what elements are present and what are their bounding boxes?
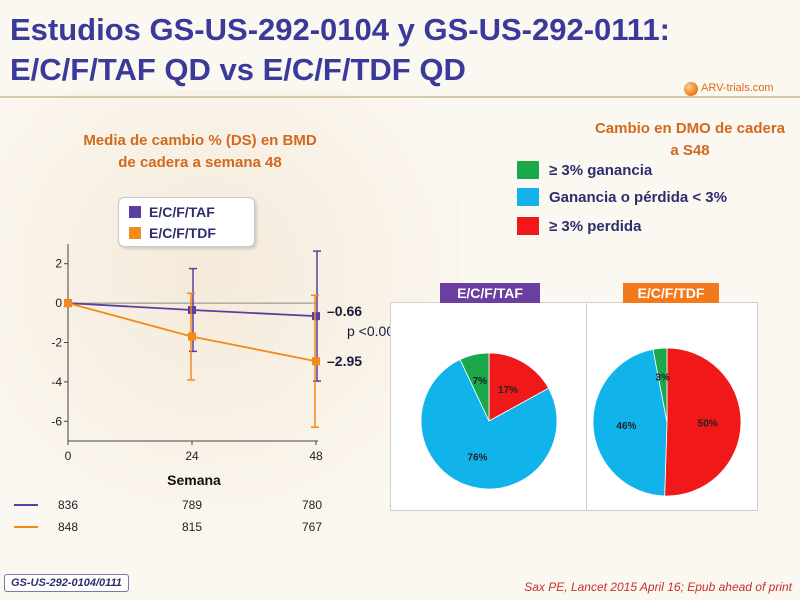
pie-slice-tdf — [652, 347, 668, 423]
logo-ball-icon — [684, 82, 698, 96]
pie-subtitle-1: Cambio en DMO de cadera — [594, 120, 786, 137]
line-chart-subtitle-1: Media de cambio % (DS) en BMD — [83, 132, 317, 149]
line-chart-subtitle: Media de cambio % (DS) en BMD de cadera … — [40, 130, 360, 174]
line-chart-legend: E/C/F/TAF E/C/F/TDF — [118, 197, 255, 247]
legend-label-taf: E/C/F/TAF — [149, 204, 215, 220]
pie-slice-label-tdf: 50% — [698, 419, 718, 430]
pie-chart-subtitle: Cambio en DMO de cadera a S48 — [590, 118, 790, 162]
pie-slice-tdf — [592, 348, 668, 497]
x-tick-label: 24 — [185, 449, 199, 463]
x-tick-label: 48 — [309, 449, 323, 463]
x-axis-title: Semana — [167, 472, 221, 488]
n-value-taf: 780 — [302, 498, 322, 512]
pie-slice-taf — [459, 352, 490, 422]
data-point-taf — [188, 305, 196, 314]
title-line-2: E/C/F/TAF QD vs E/C/F/TDF QD — [10, 52, 466, 87]
dmo-swatch-loss — [517, 217, 539, 235]
citation: Sax PE, Lancet 2015 April 16; Epub ahead… — [524, 580, 792, 594]
data-point-taf — [312, 312, 320, 321]
legend-swatch-tdf — [129, 227, 141, 239]
n-value-taf: 836 — [58, 498, 78, 512]
title-line-1: Estudios GS-US-292-0104 y GS-US-292-0111… — [10, 12, 670, 47]
page-title: Estudios GS-US-292-0104 y GS-US-292-0111… — [10, 10, 710, 90]
background-glow — [0, 90, 460, 550]
legend-swatch-taf — [129, 206, 141, 218]
pie-slice-label-tdf: 46% — [616, 421, 636, 432]
y-tick-label: 0 — [55, 296, 62, 310]
line-chart-subtitle-2: de cadera a semana 48 — [118, 154, 282, 171]
arv-trials-logo: ARV-trials.com — [684, 80, 794, 98]
title-divider — [0, 96, 800, 98]
n-value-tdf: 767 — [302, 520, 322, 534]
legend-label-tdf: E/C/F/TDF — [149, 225, 216, 241]
dmo-label-gain: ≥ 3% ganancia — [549, 161, 653, 179]
pie-slice-tdf — [664, 347, 742, 497]
end-label-taf: –0.66 — [327, 303, 362, 319]
y-tick-label: -6 — [51, 414, 62, 428]
dmo-legend-neutral: Ganancia o pérdida < 3% — [517, 186, 727, 208]
pie-slice-label-taf: 17% — [498, 385, 518, 396]
x-tick-label: 0 — [65, 449, 72, 463]
logo-text: ARV-trials.com — [701, 82, 774, 94]
dmo-swatch-gain — [517, 161, 539, 179]
n-value-tdf: 815 — [182, 520, 202, 534]
pie-subtitle-2: a S48 — [670, 142, 710, 159]
dmo-legend-loss: ≥ 3% perdida — [517, 215, 641, 237]
data-point-tdf — [64, 299, 72, 308]
data-point-tdf — [188, 332, 196, 341]
dmo-swatch-neutral — [517, 188, 539, 206]
y-tick-label: -4 — [51, 375, 62, 389]
pie-title-taf: E/C/F/TAF — [440, 283, 540, 303]
end-label-tdf: –2.95 — [327, 353, 362, 369]
data-point-tdf — [312, 357, 320, 366]
pie-slice-label-taf: 7% — [473, 376, 488, 387]
legend-item-taf: E/C/F/TAF — [129, 202, 215, 222]
dmo-label-neutral: Ganancia o pérdida < 3% — [549, 188, 727, 206]
pie-slice-taf — [488, 352, 550, 422]
legend-item-tdf: E/C/F/TDF — [129, 223, 216, 243]
pie-title-tdf: E/C/F/TDF — [623, 283, 719, 303]
y-tick-label: -2 — [51, 336, 62, 350]
pie-slice-label-taf: 76% — [467, 453, 487, 464]
p-value-label: p <0.001 — [347, 323, 402, 339]
dmo-legend-gain: ≥ 3% ganancia — [517, 159, 652, 181]
study-badge: GS-US-292-0104/0111 — [4, 574, 129, 592]
n-value-tdf: 848 — [58, 520, 78, 534]
pie-slice-taf — [420, 358, 558, 490]
dmo-label-loss: ≥ 3% perdida — [549, 217, 642, 235]
pie-slice-label-tdf: 3% — [655, 372, 670, 383]
n-value-taf: 789 — [182, 498, 202, 512]
y-tick-label: 2 — [55, 257, 62, 271]
